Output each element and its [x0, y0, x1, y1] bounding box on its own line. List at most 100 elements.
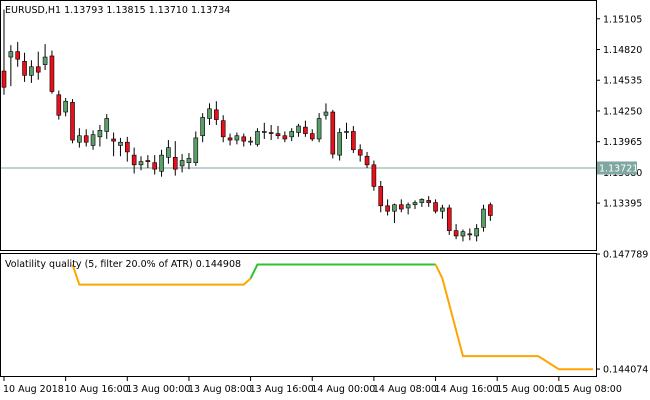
candle [405, 202, 411, 215]
candle-body-bear [364, 155, 370, 166]
candle [385, 199, 390, 216]
candle-body-bull [138, 161, 144, 166]
candle-body-bear [220, 120, 226, 138]
current-price-tag-label: 1.13721 [599, 163, 638, 174]
candle-body-bull [289, 131, 295, 138]
candle [412, 200, 418, 210]
candle [481, 204, 486, 232]
candle-body-bull [159, 154, 164, 172]
candle-body-bull [179, 160, 185, 167]
candle [29, 60, 34, 83]
candle [378, 181, 384, 213]
candle [42, 44, 48, 70]
candle-body-bear [426, 200, 432, 203]
candle-body-bear [268, 132, 274, 134]
candle [392, 203, 397, 224]
candle-body-bear [309, 133, 315, 140]
candle [200, 113, 205, 143]
vq-line-down [71, 264, 252, 286]
candle [214, 101, 219, 125]
candle-body-bull [186, 158, 192, 163]
candle-body-bear [488, 204, 493, 216]
candle-body-bear [83, 135, 89, 143]
candle-body-bull [419, 199, 425, 203]
candle [172, 141, 178, 176]
candle-body-bear [241, 136, 247, 142]
indicator-tick-label: 0.144074 [603, 365, 648, 376]
candle-body-bear [70, 102, 75, 141]
candle [90, 130, 96, 150]
candle [166, 140, 171, 164]
candle [220, 115, 226, 143]
indicator-header: Volatility quality (5, filter 20.0% of A… [5, 259, 241, 270]
indicator-tick-label: 0.147789 [603, 250, 648, 261]
candle-body-bull [29, 66, 34, 76]
candle [275, 126, 281, 139]
candle-body-bear [35, 66, 41, 73]
time-tick-label: 13 Aug 08:00 [188, 384, 252, 395]
candle-body-bear [351, 131, 356, 151]
candle-body-bear [152, 162, 157, 170]
candle-body-bull [234, 135, 240, 141]
candle [241, 133, 247, 147]
candle-body-bull [392, 204, 397, 212]
candle-body-bull [193, 137, 199, 163]
candle-body-bull [42, 56, 48, 65]
candle-body-bull [166, 147, 171, 158]
candle-body-bear [1, 70, 7, 88]
candle-body-bear [125, 141, 130, 153]
candle-body-bull [440, 207, 445, 212]
candle-body-bull [8, 51, 14, 58]
candle-body-bull [248, 140, 253, 143]
indicator-pane-frame [0, 253, 597, 377]
candle [207, 103, 212, 125]
candle [460, 229, 466, 242]
candle-body-bear [371, 164, 377, 187]
candle [118, 137, 123, 157]
candle-body-bull [316, 118, 322, 140]
candle-body-bull [481, 208, 486, 228]
candle [474, 224, 479, 242]
price-pane-frame [0, 0, 597, 251]
candle [357, 144, 363, 162]
candle [344, 122, 349, 139]
candle [255, 128, 260, 147]
candle [261, 122, 267, 139]
candle-body-bear [446, 207, 452, 231]
price-tick-label: 1.14820 [603, 45, 642, 56]
time-tick-label: 10 Aug 2018 [3, 384, 64, 395]
candle [227, 133, 233, 146]
volatility-quality-series [71, 263, 594, 371]
symbol-header: EURUSD,H1 1.13793 1.13815 1.13710 1.1373… [5, 5, 230, 16]
candle-body-bear [227, 137, 233, 141]
candle [364, 151, 370, 169]
time-tick-label: 13 Aug 00:00 [126, 384, 190, 395]
candle [125, 136, 130, 162]
candle [8, 45, 14, 87]
candle [296, 123, 301, 137]
candle-body-bull [405, 204, 411, 209]
candle [446, 204, 452, 235]
candle [131, 147, 137, 174]
price-tick-label: 1.15105 [603, 14, 642, 25]
price-tick-label: 1.13395 [603, 199, 642, 210]
candle [323, 103, 329, 120]
candle-body-bull [63, 100, 68, 113]
candle [316, 113, 322, 143]
candle-body-bear [453, 230, 459, 237]
candle-body-bear [22, 61, 27, 76]
candle [453, 224, 459, 240]
candle-body-bull [337, 132, 342, 156]
candle [289, 128, 295, 142]
candle-body-bull [296, 125, 301, 133]
candle-body-bear [282, 135, 288, 140]
candle-body-bull [261, 131, 267, 133]
candle [337, 128, 342, 161]
candle-body-bull [255, 131, 260, 145]
candle-body-bear [303, 126, 308, 134]
candle [193, 131, 199, 166]
candle-body-bear [111, 138, 116, 142]
candle-body-bull [77, 135, 82, 143]
candle [426, 196, 432, 207]
